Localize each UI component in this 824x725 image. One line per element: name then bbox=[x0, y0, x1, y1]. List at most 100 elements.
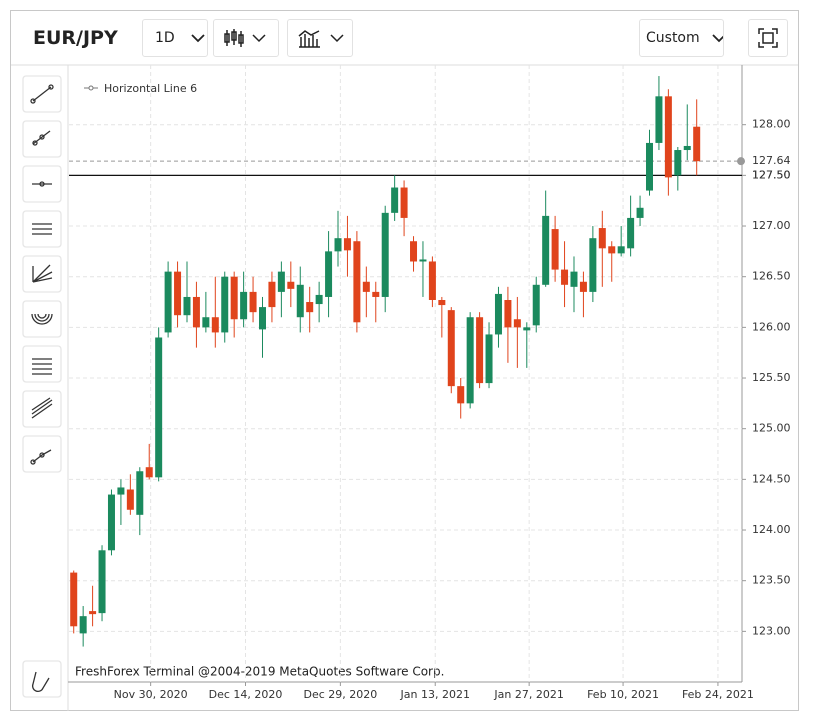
y-tick-label: 125.00 bbox=[752, 422, 791, 435]
candle-body bbox=[240, 291, 248, 320]
caret bbox=[712, 34, 723, 43]
candle-body bbox=[258, 307, 266, 330]
x-tick-label: Dec 14, 2020 bbox=[209, 688, 283, 701]
x-tick-label: Jan 13, 2021 bbox=[400, 688, 470, 701]
candle-body bbox=[608, 246, 616, 254]
candle-body bbox=[419, 259, 427, 262]
candle-body bbox=[570, 271, 578, 287]
candle-body bbox=[645, 142, 653, 191]
candle-body bbox=[183, 296, 191, 316]
candle-body bbox=[268, 281, 276, 308]
trendline-tool[interactable] bbox=[22, 75, 62, 113]
horizontal-line-label: 127.50 bbox=[752, 168, 791, 181]
candle-body bbox=[579, 281, 587, 292]
path-tool[interactable] bbox=[22, 435, 62, 473]
y-tick-label: 124.00 bbox=[752, 523, 791, 536]
timeframe-button[interactable]: 1D bbox=[142, 19, 208, 57]
candle-body bbox=[532, 284, 540, 326]
candle-body bbox=[230, 276, 238, 320]
candle-body bbox=[589, 238, 597, 292]
fullscreen-icon bbox=[758, 28, 778, 48]
candle-body bbox=[693, 126, 701, 162]
candle-body bbox=[494, 293, 502, 335]
candle-body bbox=[155, 337, 163, 478]
candle-body bbox=[334, 238, 342, 252]
candle-body bbox=[249, 291, 257, 313]
fan-tool[interactable] bbox=[22, 255, 62, 293]
timeframe: 1D bbox=[155, 30, 175, 46]
candle-body bbox=[381, 212, 389, 297]
x-tick-label: Nov 30, 2020 bbox=[114, 688, 188, 701]
drawing-tools[interactable] bbox=[22, 75, 62, 698]
candle-body bbox=[126, 489, 134, 510]
legend-icon-dot bbox=[88, 85, 94, 91]
y-tick-label: 127.50 bbox=[752, 168, 791, 181]
pitchfork-tool[interactable] bbox=[22, 390, 62, 428]
x-tick-label: Dec 29, 2020 bbox=[303, 688, 377, 701]
x-tick-label: Feb 10, 2021 bbox=[587, 688, 659, 701]
candle-body bbox=[306, 302, 314, 313]
ray-tool[interactable] bbox=[22, 120, 62, 158]
chart-mode-button[interactable]: Custom bbox=[639, 19, 724, 57]
y-tick-label: 123.00 bbox=[752, 624, 791, 637]
terminal-window: EUR/JPY 1D Custom bbox=[10, 10, 799, 711]
candle-body bbox=[202, 317, 210, 328]
y-tick-label: 126.00 bbox=[752, 320, 791, 333]
candle-body bbox=[674, 150, 682, 176]
candle-body bbox=[174, 271, 182, 316]
candle-body bbox=[145, 467, 153, 478]
candle-body bbox=[513, 319, 521, 328]
chart-type-button[interactable] bbox=[213, 19, 279, 57]
candle-body bbox=[636, 207, 644, 218]
candle-body bbox=[504, 300, 512, 328]
candle-body bbox=[353, 241, 361, 323]
candle-body bbox=[136, 471, 144, 515]
y-tick-label: 125.50 bbox=[752, 371, 791, 384]
candle-body bbox=[457, 386, 465, 404]
candle-body bbox=[400, 187, 408, 218]
x-tick-label: Jan 27, 2021 bbox=[493, 688, 563, 701]
candle-body bbox=[287, 281, 295, 289]
x-tick-label: Feb 24, 2021 bbox=[682, 688, 754, 701]
fullscreen-button[interactable] bbox=[748, 19, 788, 57]
candle-body bbox=[211, 317, 219, 333]
candle-body bbox=[70, 572, 78, 627]
symbol[interactable]: EUR/JPY bbox=[33, 27, 118, 49]
last-price-dot bbox=[737, 157, 745, 166]
levels-tool[interactable] bbox=[22, 345, 62, 383]
candle-body bbox=[164, 271, 172, 333]
candle-body bbox=[551, 229, 559, 270]
candle-body bbox=[391, 187, 399, 213]
candle-body bbox=[542, 215, 550, 285]
y-tick-label: 127.00 bbox=[752, 219, 791, 232]
chart-mode: Custom bbox=[646, 30, 700, 46]
y-tick-label: 124.50 bbox=[752, 472, 791, 485]
hline-tool[interactable] bbox=[22, 165, 62, 203]
channel-tool[interactable] bbox=[22, 210, 62, 248]
candle-body bbox=[277, 271, 285, 292]
candle-body bbox=[79, 616, 87, 634]
candle-body bbox=[428, 261, 436, 300]
candle-body bbox=[485, 334, 493, 384]
candle-body bbox=[664, 96, 672, 178]
candle-body bbox=[325, 251, 333, 297]
magnet-tool[interactable] bbox=[22, 660, 62, 698]
candle-body bbox=[523, 327, 531, 331]
candle-body bbox=[683, 145, 691, 151]
indicators-button[interactable] bbox=[287, 19, 353, 57]
candle-body bbox=[98, 550, 106, 614]
footer: FreshForex Terminal @2004-2019 MetaQuote… bbox=[75, 665, 444, 679]
y-tick-label: 126.50 bbox=[752, 270, 791, 283]
candle-body bbox=[466, 317, 474, 404]
candle-body bbox=[343, 238, 351, 251]
candle-body bbox=[372, 291, 380, 297]
last-price-label: 127.64 bbox=[752, 154, 791, 167]
caret bbox=[191, 34, 205, 43]
candle-body bbox=[296, 284, 304, 318]
arc-tool[interactable] bbox=[22, 300, 62, 338]
candle-body bbox=[410, 241, 418, 262]
indicator-icon bbox=[298, 30, 344, 48]
candle-body bbox=[561, 269, 569, 285]
candle-body bbox=[598, 228, 606, 249]
candle-body bbox=[192, 296, 200, 328]
